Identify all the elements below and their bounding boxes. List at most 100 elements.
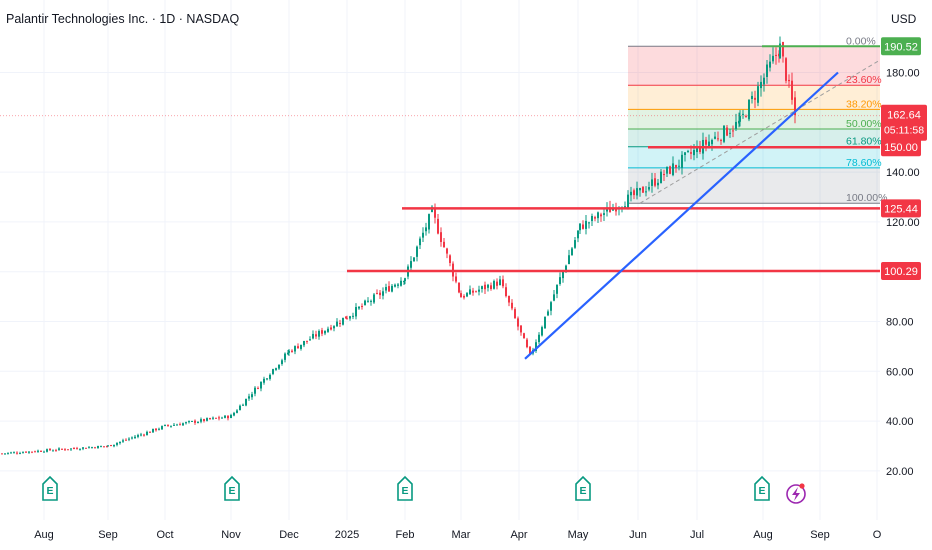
- candle-body: [577, 230, 579, 239]
- candle-body: [571, 248, 573, 256]
- candle-body: [352, 315, 354, 317]
- candle-body: [43, 451, 45, 453]
- candle-body: [37, 450, 39, 452]
- candle-body: [463, 295, 465, 298]
- price-badge-bg: [881, 199, 921, 218]
- time-axis-tick: Sep: [98, 529, 118, 541]
- candle-body: [496, 281, 498, 286]
- time-axis-tick: Feb: [396, 529, 415, 541]
- price-badge-text: 190.52: [884, 41, 918, 53]
- candle-body: [681, 154, 683, 168]
- earnings-event-marker[interactable]: E: [397, 475, 413, 501]
- price-badge-text: 125.44: [884, 203, 918, 215]
- candle-body: [469, 289, 471, 295]
- candle-body: [272, 369, 274, 374]
- candle-body: [40, 450, 42, 452]
- candle-body: [355, 307, 357, 317]
- candle-body: [230, 414, 232, 419]
- candle-body: [434, 207, 436, 218]
- candle-body: [568, 255, 570, 265]
- candle-body: [379, 292, 381, 296]
- candle-body: [699, 147, 701, 152]
- candle-body: [224, 415, 226, 418]
- candle-body: [315, 334, 317, 337]
- price-axis-tick: 20.00: [886, 466, 914, 478]
- candle-body: [419, 238, 421, 246]
- candle-body: [31, 451, 33, 453]
- price-badge-bg: [881, 261, 921, 280]
- trendline-line[interactable]: [524, 71, 839, 360]
- candle-body: [520, 325, 522, 333]
- earnings-event-marker[interactable]: E: [224, 475, 240, 501]
- candle-body: [200, 419, 202, 422]
- candle-body: [517, 318, 519, 327]
- candle-body: [472, 290, 474, 293]
- candle-body: [523, 333, 525, 339]
- fib-level-label: 100.00%: [846, 192, 887, 204]
- candle-body: [782, 42, 784, 57]
- candle-body: [751, 95, 753, 99]
- candle-body: [330, 327, 332, 330]
- earnings-event-marker[interactable]: E: [754, 475, 770, 501]
- candle-body: [345, 316, 347, 319]
- price-badge: 190.52: [881, 37, 921, 56]
- candle-body: [696, 146, 698, 153]
- candle-body: [370, 300, 372, 302]
- candle-body: [648, 187, 650, 190]
- earnings-event-marker[interactable]: E: [42, 475, 58, 501]
- lightning-event-marker[interactable]: [786, 483, 806, 504]
- fibonacci-retracement[interactable]: 0.00% 23.60% 38.20% 50.00% 61.80% 78.60% 100.0…: [628, 35, 887, 204]
- candle-body: [630, 191, 632, 196]
- earnings-event-marker[interactable]: E: [575, 475, 591, 501]
- time-axis-tick: Jun: [629, 529, 647, 541]
- candle-body: [34, 451, 36, 453]
- candle-body: [212, 417, 214, 419]
- candle-body: [748, 99, 750, 120]
- fib-band: [628, 129, 880, 147]
- candle-body: [772, 55, 774, 62]
- time-axis-tick: Aug: [753, 529, 773, 541]
- fib-band: [628, 109, 880, 130]
- price-badge-bg: [881, 37, 921, 56]
- candle-body: [660, 171, 662, 183]
- candle-body: [397, 284, 399, 286]
- candle-body: [591, 215, 593, 222]
- candle-body: [16, 452, 18, 454]
- candle-body: [785, 58, 787, 81]
- candle-body: [582, 224, 584, 229]
- candle-body: [565, 265, 567, 272]
- candle-body: [236, 410, 238, 413]
- candle-body: [113, 444, 115, 447]
- earnings-icon: [754, 475, 770, 501]
- time-axis-tick: Mar: [452, 529, 471, 541]
- candle-body: [693, 150, 695, 156]
- candle-body: [437, 218, 439, 234]
- price-axis-tick: 140.00: [886, 167, 920, 179]
- candle-body: [110, 445, 112, 447]
- candle-body: [107, 445, 109, 447]
- candle-body: [529, 346, 531, 354]
- trendline[interactable]: [524, 71, 839, 360]
- time-axis-tick: Dec: [279, 529, 299, 541]
- candle-body: [449, 255, 451, 263]
- candle-body: [508, 295, 510, 303]
- time-axis[interactable]: Aug Sep Oct Nov Dec 2025 Feb Mar Apr May Jun Jul Aug…: [34, 529, 882, 541]
- alert-dot: [799, 483, 805, 489]
- currency-label[interactable]: USD: [891, 12, 917, 26]
- time-axis-tick: Oct: [156, 529, 173, 541]
- grid: [0, 0, 880, 520]
- candle-body: [775, 54, 777, 56]
- horizontal-levels[interactable]: [0, 45, 880, 273]
- candle-body: [742, 113, 744, 115]
- candle-body: [143, 434, 145, 436]
- candle-body: [349, 316, 351, 319]
- fib-level-label: 78.60%: [846, 157, 882, 169]
- candle-body: [687, 150, 689, 152]
- candle-body: [173, 424, 175, 426]
- candle-body: [526, 339, 528, 348]
- candle-body: [215, 417, 217, 419]
- candle-body: [284, 353, 286, 360]
- candle-body: [278, 364, 280, 369]
